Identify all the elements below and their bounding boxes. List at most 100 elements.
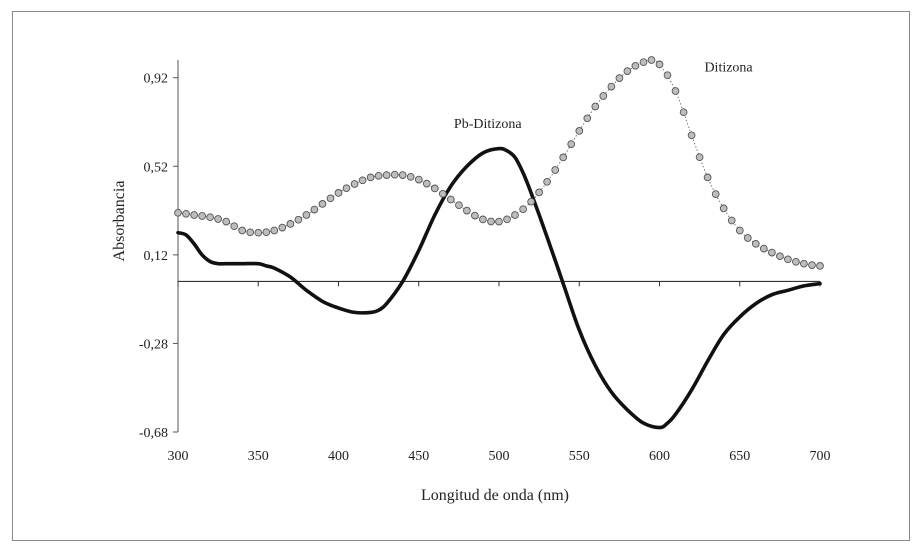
y-axis-title: Absorbancia <box>111 181 128 262</box>
ditizona-marker <box>446 195 455 204</box>
ditizona-marker <box>350 180 359 188</box>
ditizona-marker <box>679 108 688 117</box>
ditizona-marker <box>535 188 543 197</box>
ditizona-marker <box>639 58 648 67</box>
x-tick-label: 400 <box>328 449 349 464</box>
ditizona-marker <box>527 197 535 206</box>
ditizona-marker <box>703 173 712 182</box>
ditizona-marker <box>631 61 640 70</box>
ditizona-marker <box>334 189 343 197</box>
ditizona-marker <box>583 114 592 123</box>
ditizona-marker <box>567 140 576 148</box>
ditizona-marker <box>310 205 319 214</box>
ditizona-marker <box>599 92 608 100</box>
y-tick-label: -0,68 <box>139 426 168 441</box>
ditizona-marker <box>190 211 198 219</box>
ditizona-marker <box>463 206 471 215</box>
y-tick-label: 0,92 <box>144 72 169 87</box>
ditizona-marker <box>230 222 239 231</box>
ditizona-marker <box>776 252 784 261</box>
ditizona-marker <box>238 226 247 235</box>
ditizona-marker <box>222 217 231 226</box>
ditizona-marker <box>759 244 768 253</box>
ditizona-marker <box>294 215 303 224</box>
ditizona-marker <box>663 71 672 80</box>
series-ditizona-markers <box>174 56 824 270</box>
ditizona-marker <box>438 189 447 198</box>
ditizona-marker <box>623 67 632 75</box>
ditizona-marker <box>503 215 511 224</box>
ditizona-marker <box>784 255 792 264</box>
ditizona-marker <box>326 194 335 203</box>
series-ditizona-line <box>177 59 821 267</box>
ditizona-marker <box>655 60 664 69</box>
ditizona-marker <box>398 171 407 179</box>
ditizona-marker <box>374 171 383 180</box>
ditizona-marker <box>198 212 206 220</box>
ditizona-marker <box>262 228 271 237</box>
x-axis-title: Longitud de onda (nm) <box>421 487 569 504</box>
ditizona-marker <box>318 200 327 208</box>
ditizona-marker <box>406 172 415 181</box>
ditizona-marker <box>816 262 824 270</box>
ditizona-marker <box>591 102 600 111</box>
ditizona-marker <box>800 259 808 268</box>
ditizona-marker <box>735 226 744 235</box>
x-tick-label: 450 <box>408 449 429 464</box>
ditizona-marker <box>559 153 568 162</box>
ditizona-marker <box>254 228 263 237</box>
ditizona-marker <box>727 216 736 225</box>
ditizona-marker <box>495 217 503 226</box>
ditizona-marker <box>206 213 214 222</box>
ditizona-marker <box>743 234 752 242</box>
y-tick-label: 0,52 <box>144 160 169 175</box>
ditizona-marker <box>182 209 190 218</box>
axes-group: 0,92 0,52 0,12 -0,28 -0,68 300 350 400 450 500 55… <box>139 60 831 464</box>
ditizona-marker <box>286 220 295 228</box>
ditizona-marker <box>808 261 816 269</box>
ditizona-marker <box>543 177 551 186</box>
x-tick-label: 600 <box>649 449 670 464</box>
ditizona-marker <box>479 215 487 224</box>
ditizona-marker <box>607 82 616 91</box>
x-tick-label: 300 <box>168 449 189 464</box>
ditizona-marker <box>792 257 800 266</box>
y-ticks: 0,92 0,52 0,12 -0,28 -0,68 <box>139 72 178 441</box>
ditizona-marker <box>358 176 367 185</box>
ditizona-marker <box>687 131 696 140</box>
ditizona-marker <box>671 87 680 95</box>
ditizona-marker <box>647 56 656 64</box>
x-tick-label: 650 <box>729 449 750 464</box>
ditizona-marker <box>695 153 704 162</box>
ditizona-marker <box>455 201 463 210</box>
ditizona-marker <box>390 170 399 179</box>
ditizona-marker <box>551 166 560 174</box>
ditizona-marker <box>575 127 584 135</box>
y-tick-label: 0,12 <box>144 249 169 264</box>
series-layer <box>174 56 824 430</box>
y-tick-label: -0,28 <box>139 337 168 352</box>
series-pb-ditizona-line <box>176 146 822 430</box>
x-tick-label: 550 <box>569 449 590 464</box>
x-tick-label: 500 <box>489 449 510 464</box>
ditizona-marker <box>519 205 527 214</box>
ditizona-marker <box>270 226 279 235</box>
x-tick-label: 700 <box>810 449 831 464</box>
ditizona-marker <box>174 208 182 217</box>
ditizona-marker <box>278 223 287 232</box>
ditizona-marker <box>511 211 519 219</box>
ditizona-marker <box>487 217 495 226</box>
series-label-pb-ditizona: Pb-Ditizona <box>454 117 522 132</box>
ditizona-marker <box>430 184 439 193</box>
ditizona-marker <box>719 204 728 213</box>
ditizona-marker <box>422 179 431 188</box>
ditizona-marker <box>471 211 479 220</box>
ditizona-marker <box>382 171 391 179</box>
ditizona-marker <box>711 190 720 198</box>
ditizona-marker <box>768 248 776 257</box>
ditizona-marker <box>414 175 423 184</box>
ditizona-marker <box>302 211 311 219</box>
x-ticks: 300 350 400 450 500 550 600 650 700 <box>168 281 831 464</box>
chart-frame <box>12 11 910 541</box>
